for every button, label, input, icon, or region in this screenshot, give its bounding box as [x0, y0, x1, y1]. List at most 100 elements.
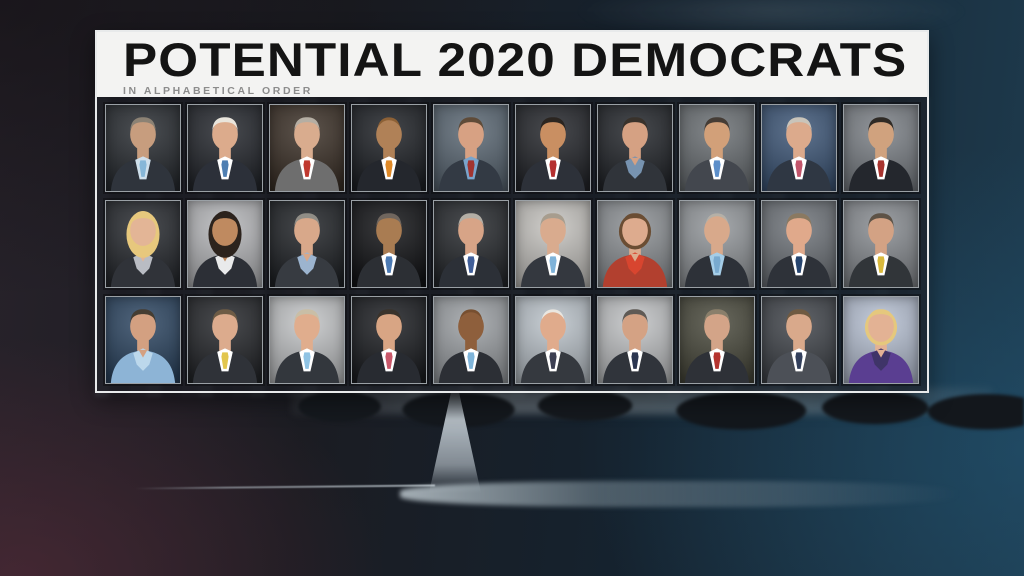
person-avatar	[520, 117, 586, 191]
portrait-cory-booker	[351, 104, 427, 192]
person-avatar	[766, 117, 832, 191]
person-avatar	[192, 117, 258, 191]
panel-header: POTENTIAL 2020 DEMOCRATS IN ALPHABETICAL…	[97, 32, 927, 97]
avatar-tie	[221, 160, 229, 177]
avatar-tie	[467, 352, 475, 369]
avatar-tie	[139, 160, 147, 177]
portrait-mitch-landrieu	[679, 200, 755, 288]
avatar-head	[622, 215, 648, 246]
avatar-open-shirt	[871, 348, 891, 371]
person-avatar	[848, 213, 914, 287]
avatar-tie	[467, 256, 475, 273]
avatar-head	[130, 311, 156, 342]
avatar-hair-cap	[786, 213, 812, 230]
avatar-head	[458, 215, 484, 246]
portrait-andrew-cuomo	[679, 104, 755, 192]
avatar-hair-cap	[212, 309, 238, 326]
person-avatar	[438, 117, 504, 191]
tree-silhouettes	[280, 392, 1024, 444]
avatar-open-collar	[630, 253, 640, 262]
avatar-hair-cap	[376, 213, 402, 230]
avatar-tie	[713, 256, 721, 273]
avatar-head	[376, 119, 402, 150]
avatar-hair-cap	[130, 117, 156, 134]
avatar-tie	[795, 352, 803, 369]
portrait-jay-inslee	[433, 200, 509, 288]
avatar-head	[294, 215, 320, 246]
portrait-eric-garcetti	[843, 104, 919, 192]
avatar-head	[540, 311, 566, 342]
person-avatar	[356, 117, 422, 191]
graphic-panel: POTENTIAL 2020 DEMOCRATS IN ALPHABETICAL…	[95, 30, 929, 393]
avatar-open-collar	[876, 349, 886, 358]
portrait-mark-cuban	[597, 104, 673, 192]
avatar-head	[212, 119, 238, 150]
avatar-hair-cap	[786, 117, 812, 134]
avatar-hair-cap	[294, 213, 320, 230]
avatar-hair-cap	[704, 309, 730, 326]
avatar-head	[622, 311, 648, 342]
person-avatar	[274, 213, 340, 287]
person-avatar	[602, 117, 668, 191]
avatar-tie	[631, 352, 639, 369]
person-avatar	[684, 309, 750, 383]
avatar-head	[704, 215, 730, 246]
avatar-hair-crown	[541, 309, 565, 320]
avatar-hair-cap	[540, 213, 566, 230]
avatar-head	[622, 119, 648, 150]
avatar-hair-cap	[294, 117, 320, 134]
fountain-basin-line	[134, 484, 436, 490]
avatar-open-shirt	[133, 348, 153, 371]
portrait-seth-moulton	[105, 296, 181, 384]
person-avatar	[192, 309, 258, 383]
avatar-hair-cap	[622, 213, 648, 230]
portrait-deval-patrick	[433, 296, 509, 384]
avatar-head	[786, 119, 812, 150]
portrait-chris-murphy	[187, 296, 263, 384]
avatar-head	[376, 311, 402, 342]
avatar-hair-cap	[212, 117, 238, 134]
person-avatar	[438, 309, 504, 383]
person-avatar	[520, 213, 586, 287]
avatar-tie	[303, 352, 311, 369]
person-avatar	[438, 213, 504, 287]
avatar-open-shirt	[215, 252, 235, 275]
avatar-tie	[549, 352, 557, 369]
avatar-hair-cap	[458, 117, 484, 134]
avatar-head	[540, 119, 566, 150]
portrait-tom-steyer	[679, 296, 755, 384]
person-avatar	[110, 117, 176, 191]
avatar-tie	[303, 160, 311, 177]
avatar-tie	[549, 256, 557, 273]
avatar-tie	[549, 160, 557, 177]
avatar-tie	[713, 160, 721, 177]
avatar-hair-cap	[130, 309, 156, 326]
avatar-open-collar	[138, 349, 148, 358]
avatar-hair-cap	[376, 309, 402, 326]
person-avatar	[274, 309, 340, 383]
avatar-tie	[385, 256, 393, 273]
avatar-head	[786, 311, 812, 342]
portrait-eric-swalwell	[761, 296, 837, 384]
person-avatar	[684, 117, 750, 191]
avatar-open-shirt	[133, 252, 153, 275]
avatar-tie	[221, 352, 229, 369]
person-avatar	[848, 117, 914, 191]
avatar-hair-cap	[868, 309, 894, 326]
avatar-head	[130, 215, 156, 246]
avatar-hair-cap	[868, 117, 894, 134]
avatar-hair-cap	[786, 309, 812, 326]
person-avatar	[766, 309, 832, 383]
avatar-head	[540, 215, 566, 246]
fountain-mist-band	[400, 481, 960, 507]
portrait-elizabeth-warren	[843, 296, 919, 384]
portrait-beto-o-rourke	[351, 296, 427, 384]
avatar-hair-cap	[130, 213, 156, 230]
avatar-tie	[795, 160, 803, 177]
person-avatar	[602, 213, 668, 287]
portrait-julian-castro	[515, 104, 591, 192]
person-avatar	[356, 213, 422, 287]
portrait-howard-schultz	[597, 296, 673, 384]
person-avatar	[192, 211, 258, 287]
